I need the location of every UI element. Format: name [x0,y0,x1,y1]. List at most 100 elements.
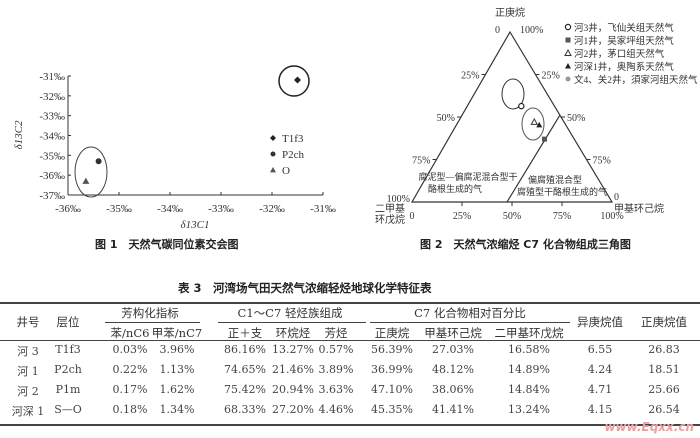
tick-label: 0 [495,25,500,36]
table-cell: 45.35% [371,403,413,416]
table-cell: 1.13% [159,363,195,376]
tick-label: 100% [387,194,410,205]
region-label-line: 腐殖型干酪根生成的气 [517,186,607,197]
table-title: 表 3 河湾场气田天然气浓缩轻烃地球化学特征表 [178,281,432,295]
tick-label: 0 [614,192,619,203]
table-cell: 18.51 [648,363,680,376]
table-cell: 47.10% [371,383,413,396]
table-cell: 3.63% [318,383,354,396]
table-cell: 0.03% [112,343,148,356]
table-cell: 38.06% [432,383,474,396]
group-rule [370,322,570,323]
row-well-name: 河深 1 [11,405,45,418]
right-tick-label: 75% [593,156,611,167]
table-cell: 68.33% [224,403,266,416]
cluster-ellipse [278,65,310,97]
x-tick-label: -32‰ [259,203,285,215]
data-point-河深1 [536,121,543,128]
legend-label: 河深1井，奥陶系天然气 [574,61,674,73]
x-tick-label: -31‰ [310,203,336,215]
y-tick-label: -34‰ [39,131,65,143]
legend-label: 河3井，飞仙关组天然气 [574,22,674,34]
table-cell: 26.83 [648,343,680,356]
x-tick-label: -33‰ [208,203,234,215]
column-header: 甲基环己烷 [424,326,482,340]
apex-label-left-line: 环戊烷 [375,213,405,226]
group-header: C7 化合物相对百分比 [414,306,526,320]
table-cell: 1.62% [159,383,195,396]
table-cell: 14.84% [508,383,550,396]
legend-marker [270,167,276,173]
table-cell: 36.99% [371,363,413,376]
table-cell: 48.12% [432,363,474,376]
figure2-caption: 图 2 天然气浓缩烃 C7 化合物组成三角图 [420,238,631,251]
data-point-O [82,177,90,184]
figure1-scatter: -36‰ -35‰ -34‰ -33‰ -32‰ -31‰ -31‰ -32‰ -33‰ -34‰… [13,65,336,231]
x-tick-label: -36‰ [55,203,81,215]
x-tick-label: -35‰ [106,203,132,215]
table-cell: 25.66 [648,383,680,396]
x-axis-label: δ13C1 [181,219,210,231]
column-header: 异庚烷值 [577,315,623,329]
tick-label: 100% [520,25,543,36]
table-cell: 27.03% [432,343,474,356]
bottom-tick-label: 25% [453,211,471,222]
column-header: 芳烃 [324,326,348,340]
y-tick-label: -31‰ [39,71,65,83]
legend-marker [565,37,571,43]
table-cell: 0.22% [112,363,148,376]
column-header: 环烷烃 [275,326,311,340]
left-tick-label: 25% [461,71,479,82]
group-header: C1～C7 轻烃族组成 [237,306,343,320]
apex-label-top: 正庚烷 [495,6,525,19]
table-cell: 3.89% [318,363,354,376]
group-header: 芳构化指标 [121,306,179,320]
region-label-line: 酪根生成的气 [428,183,482,194]
table-header-rule [0,340,700,341]
table-cell: 3.96% [159,343,195,356]
legend-marker [270,135,276,141]
apex-label-left: 二甲基环戊烷 [375,202,405,226]
y-axis-label: δ13C2 [13,120,25,149]
apex-label-left-line: 二甲基 [375,202,405,215]
group-rule [105,322,200,323]
table-cell: P2ch [54,363,82,376]
bottom-tick-label: 50% [503,211,521,222]
table-cell: 4.46% [318,403,354,416]
legend-marker [565,63,571,69]
table-cell: 4.71 [587,383,613,396]
table-cell: 20.94% [272,383,314,396]
right-tick-label: 25% [542,71,560,82]
table-cell: 86.16% [224,343,266,356]
y-tick-label: -37‰ [39,190,65,202]
data-point-河2 [530,117,539,125]
legend-label: 文4、关2井，須家河组天然气 [574,74,698,86]
figure1-caption: 图 1 天然气碳同位素交会图 [95,238,239,251]
table-cell: 13.27% [272,343,314,356]
table-cell: 56.39% [371,343,413,356]
table-cell: 4.24 [587,363,613,376]
y-tick-label: -35‰ [39,150,65,162]
bottom-tick-label: 100% [600,211,623,222]
table-cell: 0.57% [318,343,354,356]
apex-label-right: 甲基环己烷 [614,202,664,215]
table-cell: 27.20% [272,403,314,416]
x-tick-label: -34‰ [157,203,183,215]
table-cell: 14.89% [508,363,550,376]
cluster-ellipse [74,146,108,198]
region-label: 偏腐殖混合型腐殖型干酪根生成的气 [517,174,607,197]
column-header: 甲苯/nC7 [151,326,203,340]
legend-label: 河2井，茅口组天然气 [574,48,665,60]
legend-label: T1f3 [282,133,304,145]
column-header: 井号 [16,315,40,329]
table-cell: 13.24% [508,403,550,416]
y-tick-label: -32‰ [39,91,65,103]
legend-label: O [282,165,290,177]
legend-marker [564,23,572,31]
table-cell: 16.58% [508,343,550,356]
table-cell: 74.65% [224,363,266,376]
cluster-ellipse [521,107,545,141]
data-point-T1f3 [294,76,301,84]
bottom-tick-label: 75% [553,211,571,222]
column-header: 苯/nC6 [110,326,150,340]
